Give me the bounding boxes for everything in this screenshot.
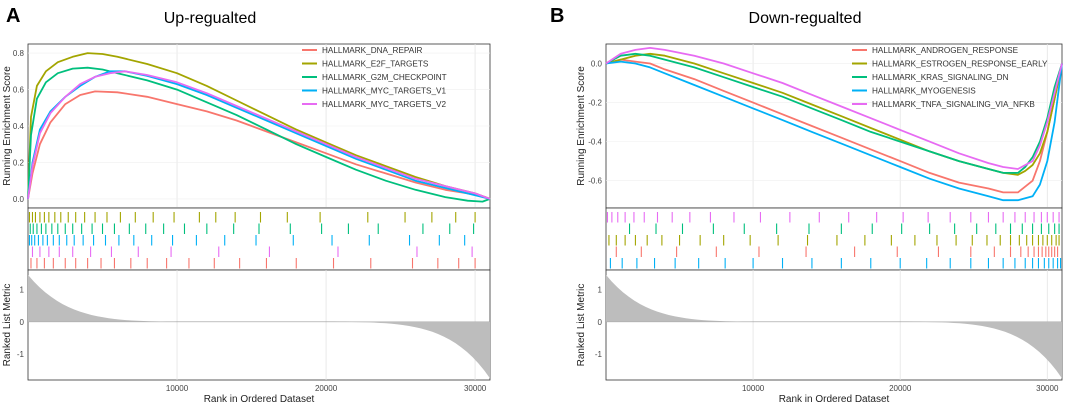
legend-label: HALLMARK_KRAS_SIGNALING_DN <box>872 73 1009 82</box>
es-plot-frame <box>605 43 1063 209</box>
metric-axis-label: Ranked List Metric <box>576 284 587 367</box>
legend-label: HALLMARK_MYOGENESIS <box>872 87 976 96</box>
es-curve-hallmark-kras-signaling-dn <box>605 52 1063 174</box>
hit-rug-frame <box>27 207 491 271</box>
x-tick-label: 10000 <box>166 384 189 393</box>
metric-y-ticks: 1 0 -1 <box>595 285 603 359</box>
es-curve-hallmark-myogenesis <box>605 60 1063 202</box>
es-curve-hallmark-e2f-targets <box>27 52 491 200</box>
legend-label: HALLMARK_MYC_TARGETS_V1 <box>322 87 447 96</box>
legend-label: HALLMARK_E2F_TARGETS <box>322 60 429 69</box>
es-curve-hallmark-androgen-response <box>605 58 1063 194</box>
x-tick-label: 30000 <box>464 384 487 393</box>
es-curve-hallmark-dna-repair <box>27 90 491 200</box>
es-curve-hallmark-estrogen-response-early <box>605 52 1063 176</box>
metric-y-ticks: 1 0 -1 <box>17 285 25 359</box>
panel-b: B Down-regualted 0.0 -0.2 -0.4 -0.6 HALL… <box>550 5 1063 403</box>
y-tick-label: 0.2 <box>13 158 25 167</box>
hit-rug-frame <box>605 207 1063 271</box>
metric-axis-label: Ranked List Metric <box>2 284 13 367</box>
legend-label: HALLMARK_G2M_CHECKPOINT <box>322 73 447 82</box>
y-tick-label: 0.0 <box>591 60 603 69</box>
metric-tick-label: 1 <box>20 285 25 294</box>
legend-label: HALLMARK_DNA_REPAIR <box>322 46 422 55</box>
legend: HALLMARK_ANDROGEN_RESPONSE HALLMARK_ESTRO… <box>852 46 1048 109</box>
es-curve-hallmark-myc-targets-v2 <box>27 70 491 200</box>
y-tick-label: -0.6 <box>588 177 602 186</box>
legend-label: HALLMARK_TNFA_SIGNALING_VIA_NFKB <box>872 100 1035 109</box>
metric-tick-label: 0 <box>598 318 603 327</box>
es-curves <box>605 47 1063 202</box>
metric-tick-label: 1 <box>598 285 603 294</box>
y-tick-label: -0.2 <box>588 99 602 108</box>
x-tick-label: 20000 <box>889 384 912 393</box>
x-tick-label: 20000 <box>315 384 338 393</box>
y-axis-label: Running Enrichment Score <box>2 66 13 186</box>
y-tick-label: -0.4 <box>588 138 602 147</box>
es-curve-hallmark-g2m-checkpoint <box>27 66 491 203</box>
panel-letter: A <box>6 5 20 27</box>
metric-tick-label: 0 <box>20 318 25 327</box>
metric-tick-label: -1 <box>595 350 603 359</box>
x-axis-ticks: 10000 20000 30000 <box>742 384 1059 393</box>
x-axis-label: Rank in Ordered Dataset <box>204 394 315 403</box>
x-axis-label: Rank in Ordered Dataset <box>779 394 890 403</box>
y-tick-label: 0.8 <box>13 49 25 58</box>
es-curve-hallmark-tnfa-signaling-via-nfkb <box>605 47 1063 170</box>
x-axis-ticks: 10000 20000 30000 <box>166 384 487 393</box>
metric-tick-label: -1 <box>17 350 25 359</box>
legend-label: HALLMARK_ESTROGEN_RESPONSE_EARLY <box>872 60 1048 69</box>
chart-title: Down-regualted <box>749 10 862 27</box>
y-tick-label: 0.6 <box>13 86 25 95</box>
x-tick-label: 10000 <box>742 384 765 393</box>
panel-a: A Up-regualted 0.0 0.2 0.4 0.6 0.8 HALLM… <box>2 5 491 403</box>
chart-title: Up-regualted <box>164 10 257 27</box>
y-axis-label: Running Enrichment Score <box>576 66 587 186</box>
y-tick-label: 0.4 <box>13 122 25 131</box>
x-tick-label: 30000 <box>1036 384 1059 393</box>
gene-hit-rug <box>28 212 476 269</box>
legend: HALLMARK_DNA_REPAIR HALLMARK_E2F_TARGETS H… <box>302 46 447 109</box>
legend-label: HALLMARK_MYC_TARGETS_V2 <box>322 100 447 109</box>
gene-hit-rug <box>606 212 1062 269</box>
panel-letter: B <box>550 5 564 27</box>
es-curves <box>27 52 491 203</box>
y-axis-ticks: 0.0 0.2 0.4 0.6 0.8 <box>13 49 25 204</box>
legend-label: HALLMARK_ANDROGEN_RESPONSE <box>872 46 1019 55</box>
y-tick-label: 0.0 <box>13 195 25 204</box>
y-axis-ticks: 0.0 -0.2 -0.4 -0.6 <box>588 60 602 186</box>
